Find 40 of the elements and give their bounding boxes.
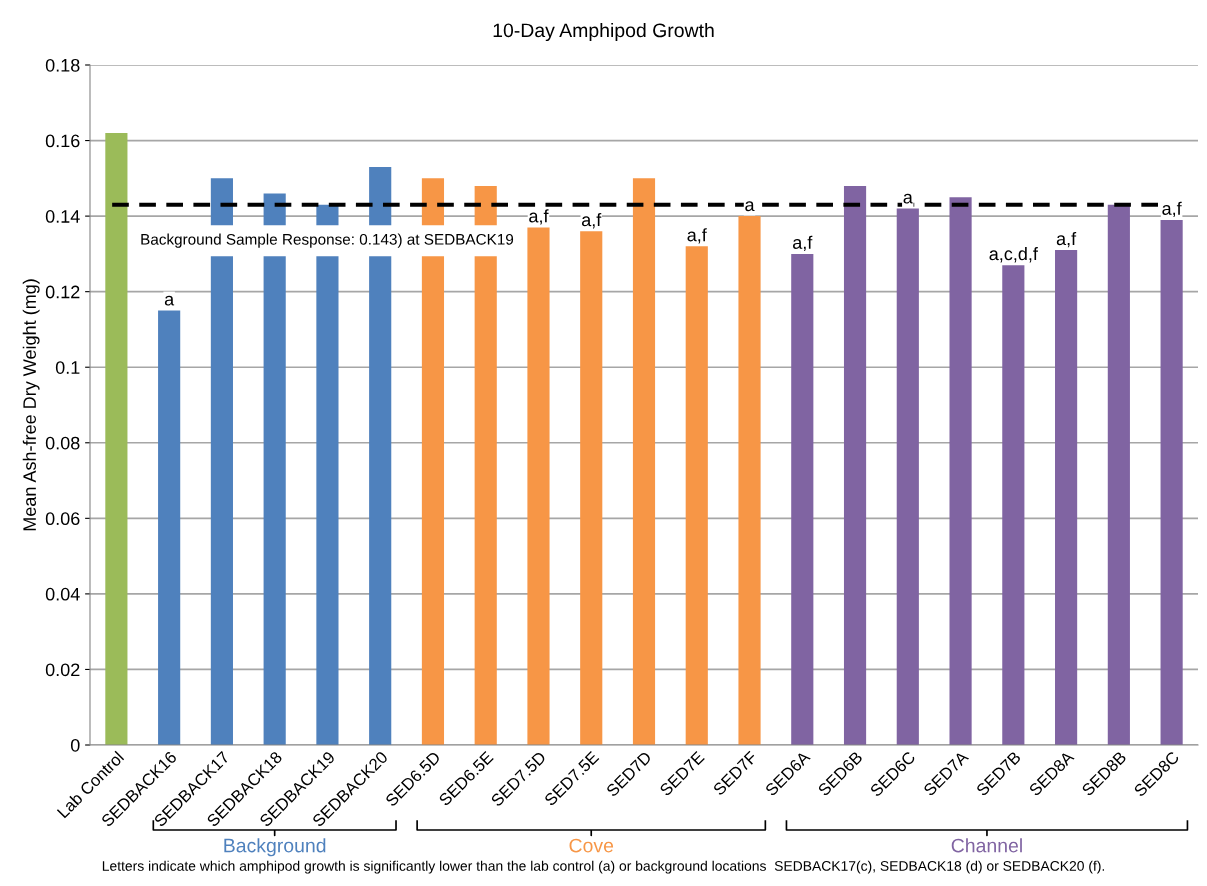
bar (791, 253, 814, 745)
text: Letters indicate which amphipod growth is significantly lower than the lab control (a) or background locations SEDBACK17(c), SEDBACK18 (d) or SEDBACK20 (f). (102, 860, 1105, 874)
bar (527, 227, 550, 745)
data-label: a,f (1162, 201, 1182, 218)
y-tick-label: 0.14 (45, 210, 80, 223)
bar (949, 197, 972, 745)
bar (105, 133, 128, 745)
bar (580, 231, 603, 745)
y-tick-label: 0 (70, 738, 80, 752)
data-label: a,f (793, 235, 813, 252)
data-label: a (745, 201, 755, 212)
bar (158, 310, 181, 745)
chart-title: 10-Day Amphipod Growth (493, 22, 714, 42)
bar (1002, 265, 1025, 745)
bar (632, 178, 656, 745)
y-tick-label: 0.02 (45, 663, 80, 677)
data-label: a (164, 295, 175, 306)
y-tick-label: 0.18 (45, 58, 80, 72)
data-label: a,f (687, 228, 707, 244)
bar (1055, 250, 1078, 745)
y-tick-label: 0.08 (45, 436, 80, 450)
text: Cove (569, 838, 614, 853)
text: Background (224, 838, 326, 857)
y-axis-title: Mean Ash-free Dry Weight (mg) (22, 279, 40, 531)
y-tick-label: 0.12 (45, 285, 80, 299)
bar (843, 185, 867, 745)
text: Channel (951, 838, 1022, 853)
bar (1160, 219, 1183, 745)
y-tick-label: 0.06 (45, 512, 80, 526)
bar (1107, 204, 1130, 745)
data-label: a,f (581, 213, 602, 229)
y-tick-label: 0.1 (55, 361, 80, 374)
y-tick-label: 0.16 (45, 134, 80, 148)
bar (685, 246, 708, 745)
data-label: a,f (529, 209, 549, 225)
data-label: a,f (1056, 231, 1077, 248)
ref-line-label: Background Sample Response: 0.143) at SEDBACK19 (141, 233, 514, 248)
data-label: a,c,d,f (989, 247, 1038, 263)
y-tick-label: 0.04 (45, 587, 80, 601)
data-label: a (903, 193, 913, 204)
